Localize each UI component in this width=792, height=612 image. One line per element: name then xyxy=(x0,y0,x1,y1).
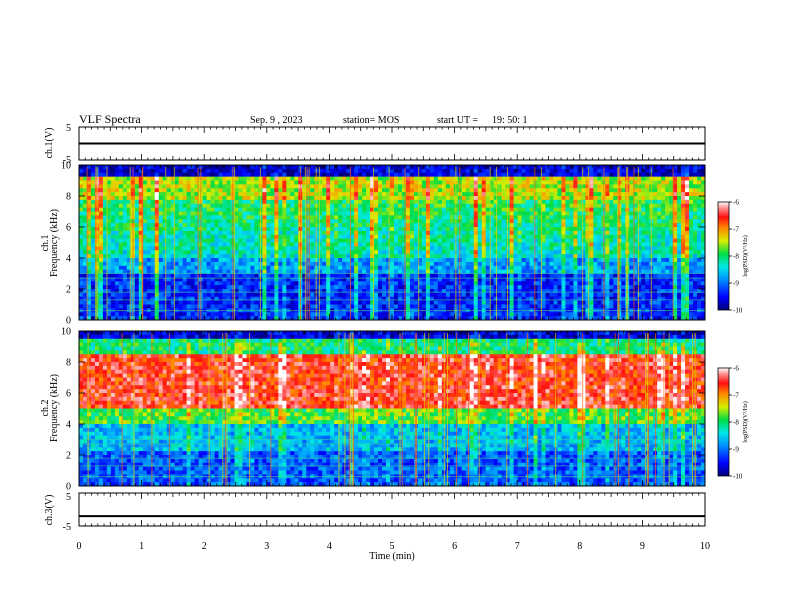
ch2-spectrogram-ylabel-frequency: Frequency (kHz) xyxy=(49,374,60,442)
ch2-spectrogram-ylabel: ch.2 xyxy=(40,400,51,417)
colorbar-tick-label: -8 xyxy=(733,419,739,427)
y-tick-label: 2 xyxy=(66,285,71,296)
colorbar-ch1-ticks: -6 -7 -8 -9 -10 xyxy=(729,199,743,315)
colorbar-tick-label: -10 xyxy=(733,307,743,315)
panel-ch1-spectrogram: 0 2 4 6 8 10 ch.1 Frequency (kHz) xyxy=(40,161,706,327)
x-axis-title: Time (min) xyxy=(369,551,414,562)
y-tick-label: 4 xyxy=(66,254,71,265)
ch2-spectrogram-ytick-labels: 0 2 4 6 8 10 xyxy=(61,327,71,493)
ch1-spectrogram-ytick-labels: 0 2 4 6 8 10 xyxy=(61,161,71,327)
ch1-spectrogram-ticks xyxy=(78,164,706,321)
ch1-spectrogram-ylabel: ch.1 xyxy=(40,235,51,252)
x-tick-label: 2 xyxy=(202,541,207,552)
y-tick-label: 10 xyxy=(61,327,71,338)
colorbar-ch2-title: log(PSD)(V²/Hz) xyxy=(742,401,749,442)
y-tick-label: 2 xyxy=(66,451,71,462)
ch1-ytick-neg5: -5 xyxy=(63,155,71,166)
header-station: station= MOS xyxy=(343,115,399,126)
x-tick-label: 0 xyxy=(77,541,82,552)
y-tick-label: 10 xyxy=(61,161,71,172)
colorbar-tick-label: -7 xyxy=(733,392,739,400)
y-tick-label: 6 xyxy=(66,223,71,234)
colorbar-tick-label: -6 xyxy=(733,365,739,373)
y-tick-label: 0 xyxy=(66,316,71,327)
colorbar-ch2-ticks: -6 -7 -8 -9 -10 xyxy=(729,365,743,481)
colorbar-tick-label: -9 xyxy=(733,446,739,454)
ch3-ytick-neg5: -5 xyxy=(63,522,71,533)
ch2-spectrogram-image xyxy=(79,331,706,487)
ch3-waveform-ticks xyxy=(78,493,706,526)
ch1-waveform-ticks xyxy=(78,127,706,160)
colorbar-ch1-title: log(PSD)(V²/Hz) xyxy=(742,235,749,276)
colorbar-tick-label: -7 xyxy=(733,226,739,234)
panel-ch3-waveform: 5 -5 ch.3(V) xyxy=(44,492,706,533)
colorbar-tick-label: -6 xyxy=(733,199,739,207)
x-tick-label: 3 xyxy=(264,541,269,552)
ch1-spectrogram-ylabel-frequency: Frequency (kHz) xyxy=(49,209,60,277)
x-tick-label: 8 xyxy=(577,541,582,552)
panel-ch2-spectrogram: 0 2 4 6 8 10 ch.2 Frequency (kHz) xyxy=(40,327,706,493)
x-tick-label: 1 xyxy=(139,541,144,552)
ch3-ytick-5: 5 xyxy=(66,492,71,503)
colorbar-tick-label: -10 xyxy=(733,473,743,481)
x-tick-label: 9 xyxy=(640,541,645,552)
y-tick-label: 8 xyxy=(66,192,71,203)
x-tick-label: 5 xyxy=(390,541,395,552)
ch1-spectrogram-image xyxy=(79,165,706,321)
x-tick-label: 7 xyxy=(515,541,520,552)
colorbar-ch1: -6 -7 -8 -9 -10 log(PSD)(V²/Hz) xyxy=(717,199,749,315)
colorbar-ch1-scale xyxy=(717,201,730,311)
ch2-spectrogram-ticks xyxy=(78,330,706,487)
x-axis-tick-labels: 0 1 2 3 4 5 6 7 8 9 10 xyxy=(77,541,711,552)
panel-ch1-waveform: 5 -5 ch.1(V) xyxy=(44,123,706,166)
y-tick-label: 8 xyxy=(66,358,71,369)
ch3-waveform-ylabel: ch.3(V) xyxy=(44,495,55,526)
y-tick-label: 4 xyxy=(66,420,71,431)
y-tick-label: 6 xyxy=(66,389,71,400)
header-start-label: start UT = xyxy=(437,115,478,126)
x-tick-label: 10 xyxy=(700,541,710,552)
figure-title: VLF Spectra xyxy=(79,112,141,126)
ch1-waveform-ylabel: ch.1(V) xyxy=(44,128,55,159)
colorbar-tick-label: -9 xyxy=(733,280,739,288)
colorbar-tick-label: -8 xyxy=(733,253,739,261)
y-tick-label: 0 xyxy=(66,482,71,493)
header-start-time: 19: 50: 1 xyxy=(492,115,528,126)
colorbar-ch2-scale xyxy=(717,367,730,477)
ch1-ytick-5: 5 xyxy=(66,123,71,134)
x-tick-label: 4 xyxy=(327,541,332,552)
header-date: Sep. 9 , 2023 xyxy=(250,115,303,126)
x-tick-label: 6 xyxy=(452,541,457,552)
colorbar-ch2: -6 -7 -8 -9 -10 log(PSD)(V²/Hz) xyxy=(717,365,749,481)
